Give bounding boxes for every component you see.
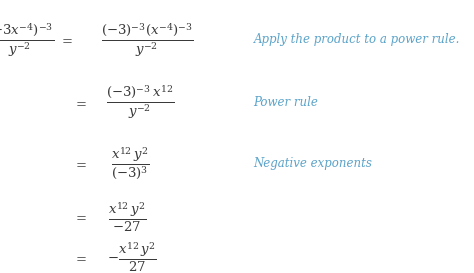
Text: $\dfrac{(-3)^{-3}(x^{-4})^{-3}}{y^{-2}}$: $\dfrac{(-3)^{-3}(x^{-4})^{-3}}{y^{-2}}$ — [100, 21, 193, 58]
Text: $\dfrac{(-3)^{-3}\,x^{12}}{y^{-2}}$: $\dfrac{(-3)^{-3}\,x^{12}}{y^{-2}}$ — [106, 84, 174, 121]
Text: $\dfrac{x^{12}\,y^{2}}{-27}$: $\dfrac{x^{12}\,y^{2}}{-27}$ — [108, 201, 146, 233]
Text: $=$: $=$ — [59, 33, 73, 46]
Text: Power rule: Power rule — [254, 96, 319, 109]
Text: $=$: $=$ — [73, 210, 88, 224]
Text: $=$: $=$ — [73, 96, 88, 109]
Text: $\dfrac{(-3x^{-4})^{-3}}{y^{-2}}$: $\dfrac{(-3x^{-4})^{-3}}{y^{-2}}$ — [0, 21, 55, 58]
Text: $=$: $=$ — [73, 251, 88, 265]
Text: $-\dfrac{x^{12}\,y^{2}}{27}$: $-\dfrac{x^{12}\,y^{2}}{27}$ — [107, 242, 156, 273]
Text: Negative exponents: Negative exponents — [254, 157, 373, 170]
Text: Apply the product to a power rule.: Apply the product to a power rule. — [254, 33, 460, 46]
Text: $\dfrac{x^{12}\,y^{2}}{(-3)^{3}}$: $\dfrac{x^{12}\,y^{2}}{(-3)^{3}}$ — [111, 146, 150, 182]
Text: $=$: $=$ — [73, 157, 88, 170]
